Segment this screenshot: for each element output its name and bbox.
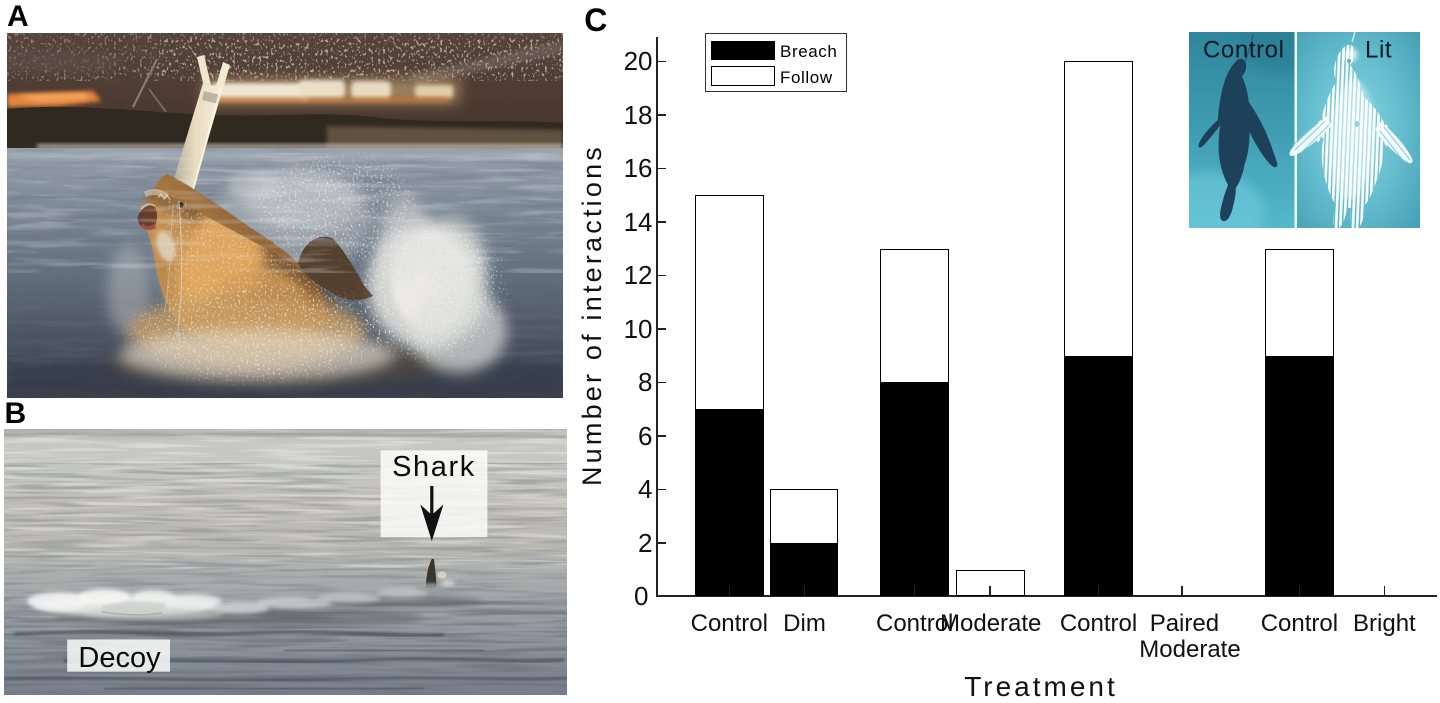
svg-text:Shark: Shark bbox=[392, 451, 476, 483]
svg-text:Lit: Lit bbox=[1365, 37, 1392, 64]
svg-text:Decoy: Decoy bbox=[78, 642, 161, 674]
svg-text:Control: Control bbox=[1203, 37, 1285, 64]
